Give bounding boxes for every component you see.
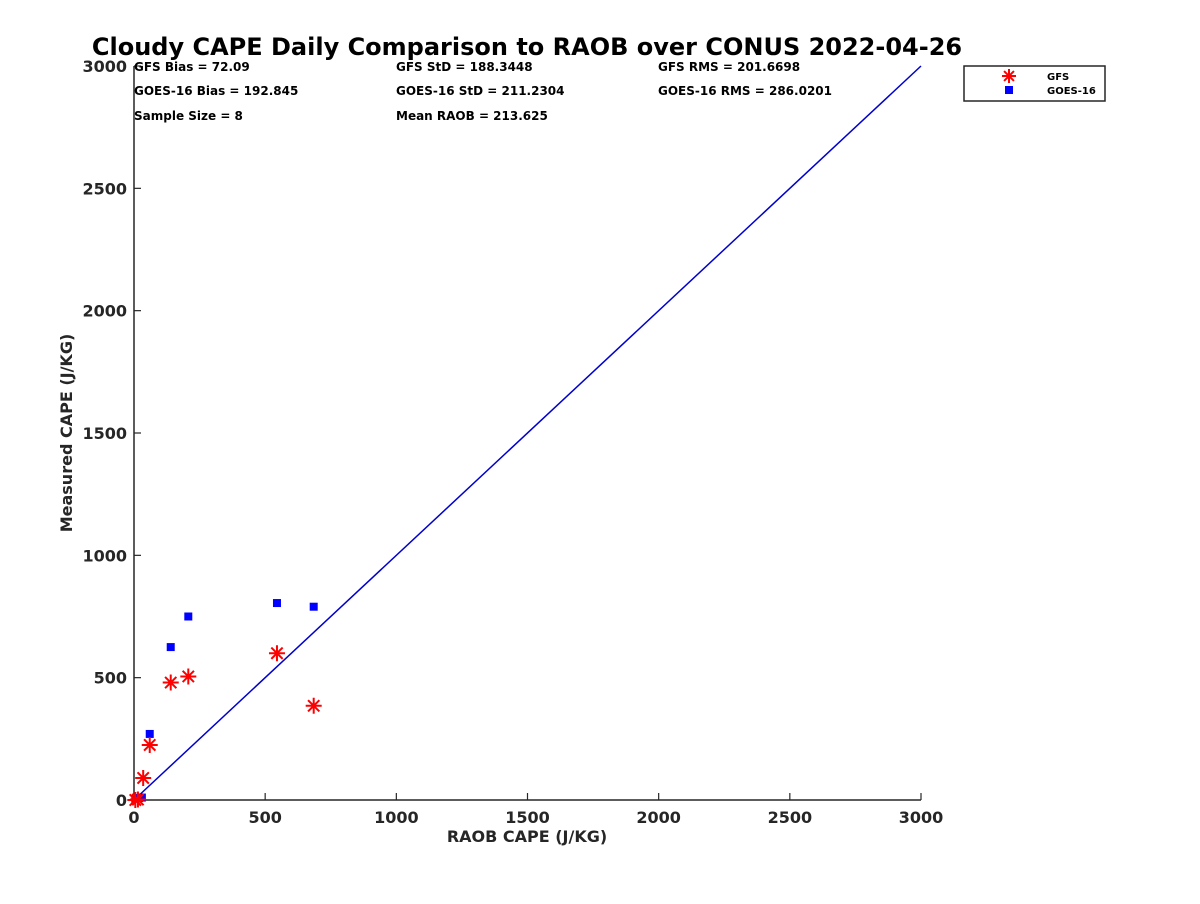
legend-gfs-label: GFS [1047, 72, 1069, 83]
goes-16-point [145, 729, 154, 738]
x-tick-label: 2500 [768, 808, 813, 827]
legend-goes-16-marker [1005, 86, 1013, 94]
stat-text: GOES-16 StD = 211.2304 [396, 84, 565, 98]
gfs-point [129, 791, 146, 808]
y-tick-label: 2500 [82, 179, 127, 198]
y-tick-label: 1500 [82, 424, 127, 443]
goes-16-point [166, 643, 175, 652]
goes-16-point [272, 599, 281, 608]
gfs-point [135, 769, 152, 786]
x-axis-label: RAOB CAPE (J/KG) [447, 827, 607, 846]
y-tick-label: 3000 [82, 57, 127, 76]
x-tick-label: 2000 [636, 808, 681, 827]
stat-text: Mean RAOB = 213.625 [396, 109, 548, 123]
goes-16-point [137, 793, 146, 802]
plot-area: 0 500 1000 1500 2000 2500 3000 0 500 1000 1500 2000… [82, 57, 1106, 827]
gfs-point [141, 736, 158, 753]
legend-box [963, 65, 1106, 102]
goes-16-point [309, 602, 318, 611]
gfs-point [305, 697, 322, 714]
x-tick-label: 1000 [374, 808, 419, 827]
legend-goes-16-label: GOES-16 [1047, 86, 1096, 97]
chart-title: Cloudy CAPE Daily Comparison to RAOB ove… [92, 33, 962, 61]
stat-text: GFS RMS = 201.6698 [658, 60, 800, 74]
x-tick-label: 0 [128, 808, 139, 827]
y-axis-label: Measured CAPE (J/KG) [57, 334, 76, 533]
gfs-point [162, 674, 179, 691]
y-tick-label: 1000 [82, 546, 127, 565]
stat-text: GOES-16 Bias = 192.845 [134, 84, 298, 98]
y-tick-label: 2000 [82, 302, 127, 321]
x-tick-label: 1500 [505, 808, 550, 827]
goes-16-point [184, 612, 193, 621]
stat-text: GFS StD = 188.3448 [396, 60, 533, 74]
stat-text: Sample Size = 8 [134, 109, 243, 123]
gfs-point [268, 645, 285, 662]
stat-text: GOES-16 RMS = 286.0201 [658, 84, 832, 98]
stat-text: GFS Bias = 72.09 [134, 60, 250, 74]
y-tick-label: 0 [116, 791, 127, 810]
x-tick-label: 500 [248, 808, 281, 827]
one-to-one-line [133, 65, 922, 801]
gfs-point [180, 668, 197, 685]
legend-gfs-marker [1002, 69, 1016, 83]
y-tick-label: 500 [94, 669, 127, 688]
x-tick-label: 3000 [899, 808, 944, 827]
